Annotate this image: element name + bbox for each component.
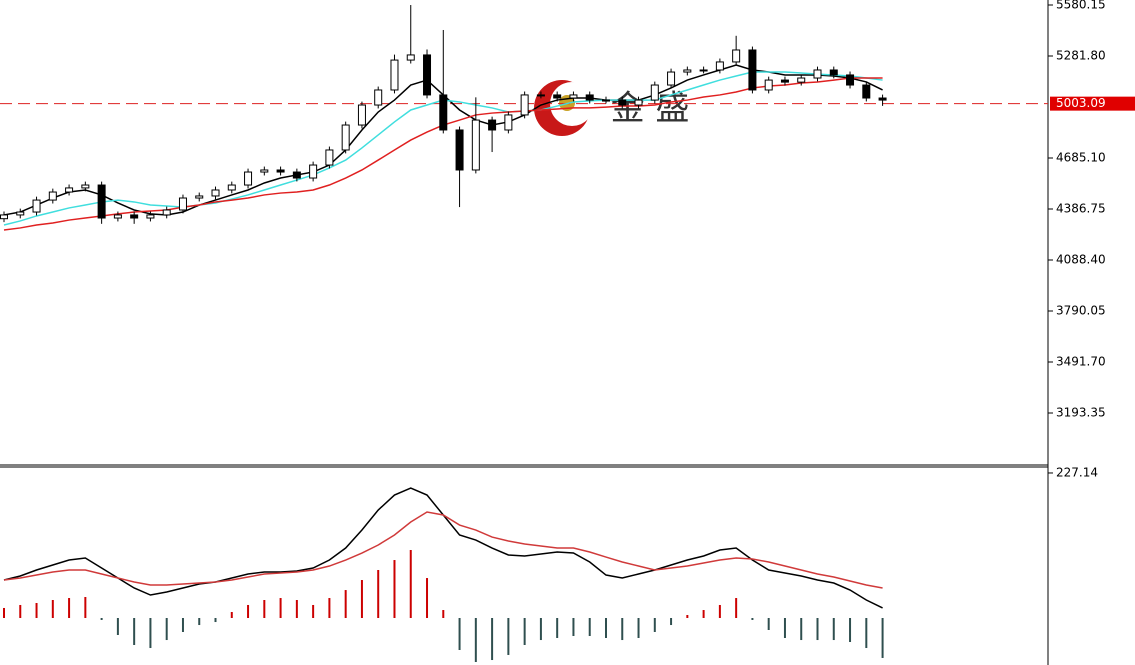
candle-body xyxy=(797,77,806,83)
candle-body xyxy=(748,49,757,91)
candle-body xyxy=(699,69,708,72)
y-tick-label: 4685.10 xyxy=(1056,151,1106,165)
candle-body xyxy=(634,99,643,106)
watermark: 金 盛 xyxy=(611,89,690,129)
candle-body xyxy=(325,149,334,166)
current-price-label: 5003.09 xyxy=(1056,96,1106,110)
candle-body xyxy=(618,99,627,106)
y-tick-label: 3491.70 xyxy=(1056,355,1106,369)
y-tick-label: 5281.80 xyxy=(1056,49,1106,63)
candle-body xyxy=(715,61,724,71)
line xyxy=(3,511,883,589)
candle-body xyxy=(227,184,236,191)
candle-body xyxy=(16,211,25,216)
candle-body xyxy=(276,169,285,173)
candle-body xyxy=(732,49,741,63)
candle-body xyxy=(667,71,676,86)
candle-body xyxy=(146,214,155,219)
candle-body xyxy=(846,74,855,86)
candle-body xyxy=(292,171,301,179)
candle-body xyxy=(0,214,8,220)
candle-body xyxy=(113,214,122,219)
candle-body xyxy=(81,184,90,189)
candle-body xyxy=(130,214,139,219)
candle-body xyxy=(553,94,562,99)
candle-body xyxy=(536,94,545,97)
candle-body xyxy=(601,99,610,102)
y-tick-label: 5580.15 xyxy=(1056,0,1106,12)
y-tick-label: 4088.40 xyxy=(1056,253,1106,267)
candle-body xyxy=(862,84,871,99)
candle-body xyxy=(650,84,659,101)
candle-body xyxy=(455,129,464,171)
candle-body xyxy=(260,169,269,173)
y-tick-label: 4386.75 xyxy=(1056,202,1106,216)
candle-body xyxy=(341,124,350,151)
candle-body xyxy=(244,171,253,186)
candle-body xyxy=(423,54,432,96)
candle-body xyxy=(32,199,41,213)
candle-body xyxy=(390,59,399,91)
candle-body xyxy=(439,94,448,131)
candle-body xyxy=(406,54,415,61)
candle-body xyxy=(504,114,513,131)
candle-body xyxy=(764,79,773,91)
candle-body xyxy=(488,119,497,131)
candle-body xyxy=(162,209,171,216)
current-price-box xyxy=(1050,96,1135,111)
candle-body xyxy=(178,197,187,211)
candle-body xyxy=(569,94,578,99)
candle-body xyxy=(780,79,789,83)
candle-body xyxy=(878,97,887,101)
candle-body xyxy=(471,119,480,171)
y-tick-label: 3790.05 xyxy=(1056,304,1106,318)
candle-body xyxy=(829,69,838,76)
candle-body xyxy=(374,89,383,106)
candle-body xyxy=(309,164,318,179)
candle-body xyxy=(97,184,106,219)
candle-body xyxy=(357,104,366,126)
candle-body xyxy=(585,94,594,101)
candle-body xyxy=(65,187,74,193)
candle-body xyxy=(48,191,57,201)
y-tick-label: 227.14 xyxy=(1056,465,1098,479)
candle-body xyxy=(195,195,204,199)
candle-body xyxy=(683,69,692,73)
y-tick-label: 3193.35 xyxy=(1056,406,1106,420)
candle-body xyxy=(520,94,529,116)
candle-body xyxy=(211,189,220,197)
candle-body xyxy=(813,69,822,79)
